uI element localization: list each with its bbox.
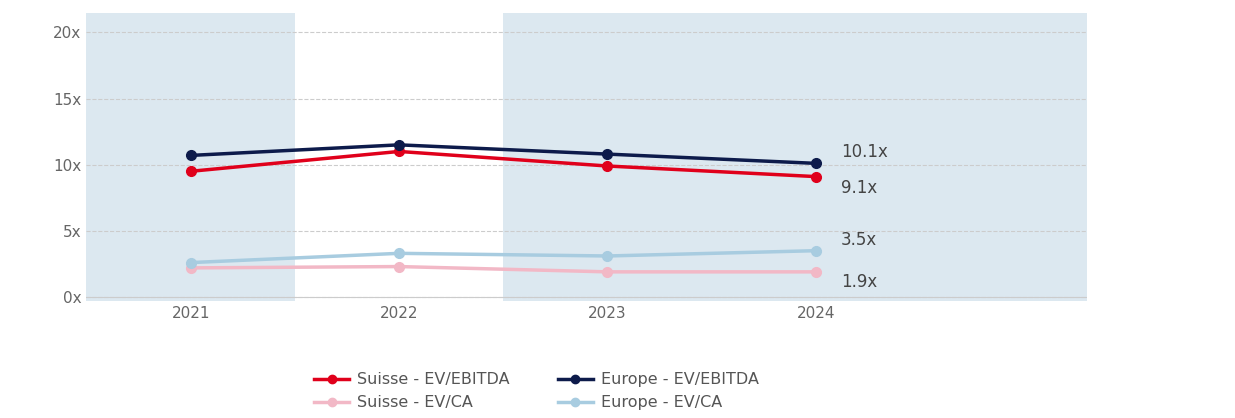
Bar [86, 13, 295, 301]
Text: 3.5x: 3.5x [841, 231, 877, 250]
Legend: Suisse - EV/EBITDA, Suisse - EV/CA, Europe - EV/EBITDA, Europe - EV/CA: Suisse - EV/EBITDA, Suisse - EV/CA, Euro… [314, 372, 760, 410]
Text: 10.1x: 10.1x [841, 143, 888, 161]
Text: 1.9x: 1.9x [841, 273, 877, 291]
Bar [504, 13, 711, 301]
Bar [711, 13, 1087, 301]
Text: 9.1x: 9.1x [841, 178, 877, 196]
